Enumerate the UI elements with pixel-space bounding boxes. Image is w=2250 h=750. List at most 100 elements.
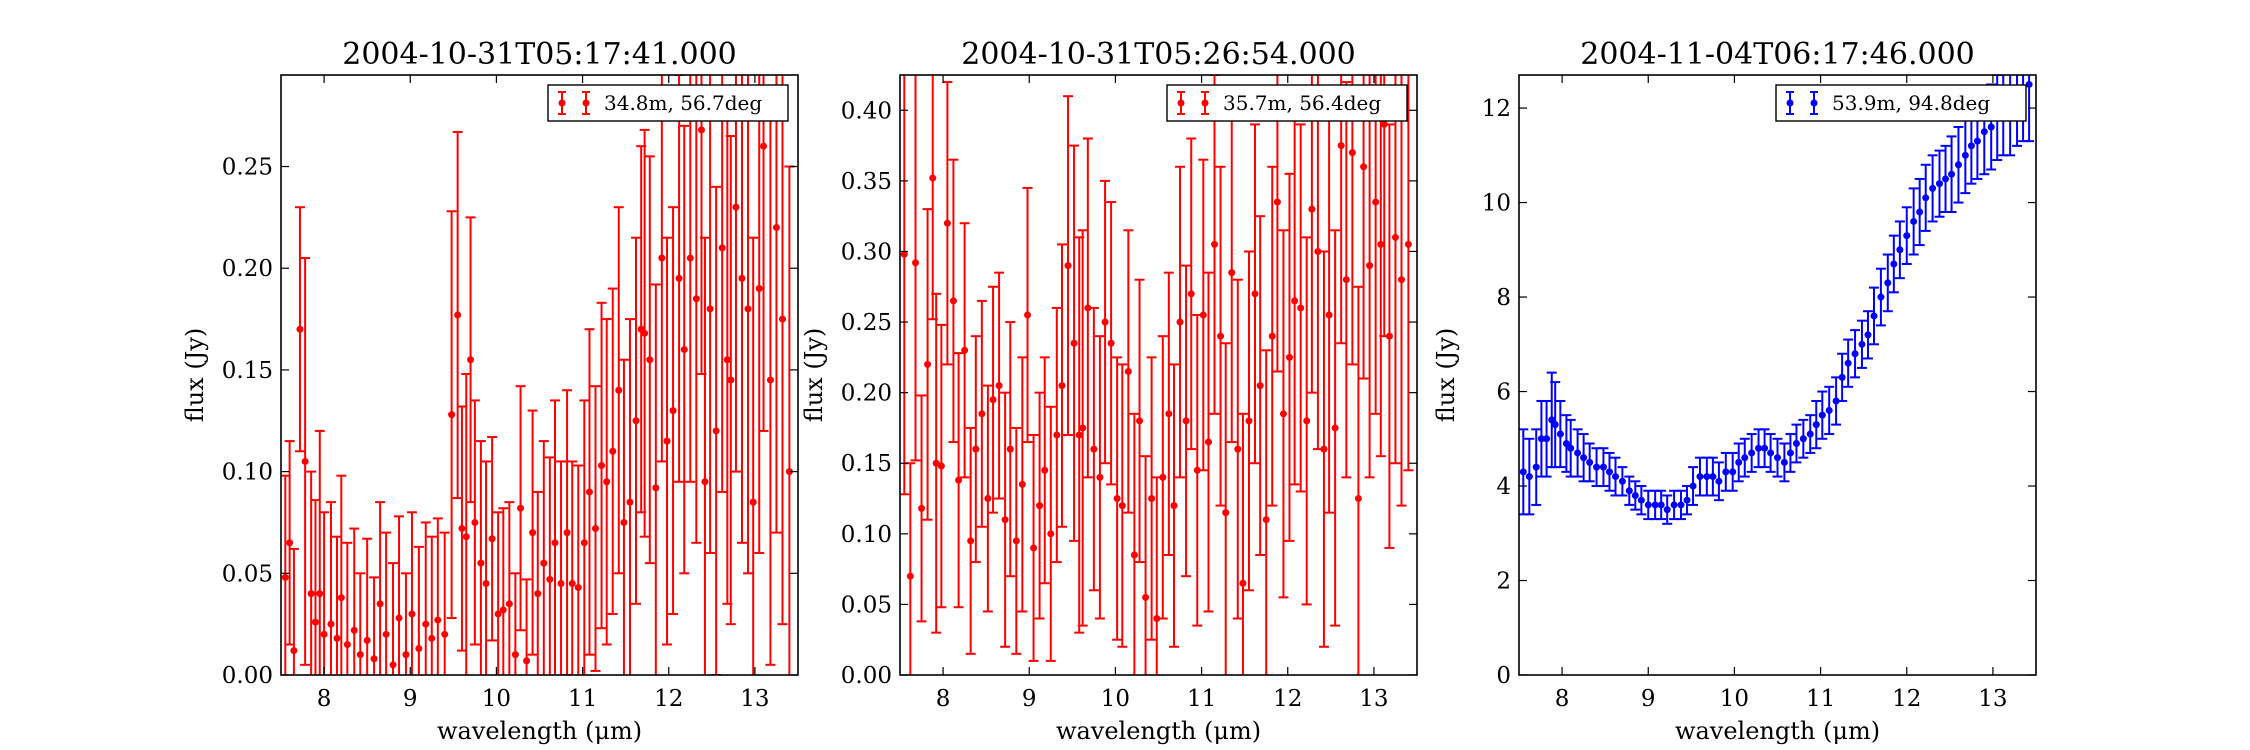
- data-point: [982, 384, 993, 613]
- y-tick-label: 12: [1482, 96, 1511, 122]
- data-marker: [494, 610, 502, 618]
- data-marker: [422, 620, 430, 628]
- data-marker: [680, 346, 688, 354]
- data-point: [1163, 271, 1174, 556]
- data-marker: [1397, 276, 1405, 284]
- data-point: [607, 287, 618, 615]
- data-marker: [585, 488, 593, 496]
- data-marker: [723, 356, 731, 364]
- data-point: [596, 301, 607, 630]
- data-point: [1805, 414, 1816, 454]
- data-marker: [1006, 445, 1014, 453]
- data-point: [1675, 489, 1686, 521]
- data-point: [1817, 390, 1828, 440]
- data-marker: [989, 396, 997, 404]
- y-tick-label: 0.35: [841, 169, 892, 195]
- data-marker: [598, 462, 606, 470]
- data-point: [1541, 399, 1552, 478]
- data-point: [1379, 75, 1390, 338]
- data-marker: [609, 447, 617, 455]
- data-marker: [1780, 458, 1788, 466]
- data-point: [1662, 494, 1673, 525]
- data-point: [1129, 412, 1140, 675]
- data-point: [1656, 489, 1667, 521]
- data-marker: [1774, 454, 1781, 462]
- data-point: [1295, 123, 1306, 493]
- data-point: [1953, 125, 1964, 204]
- data-marker: [286, 539, 294, 547]
- data-marker: [592, 525, 600, 533]
- data-point: [504, 501, 515, 675]
- data-marker: [1262, 516, 1270, 524]
- data-point: [1358, 75, 1369, 380]
- data-marker: [296, 325, 304, 333]
- data-point: [1572, 428, 1583, 478]
- data-point: [1261, 349, 1272, 675]
- data-marker: [961, 346, 969, 354]
- legend: 53.9m, 94.8deg: [1775, 84, 2027, 122]
- data-point: [362, 537, 373, 675]
- data-marker: [697, 126, 705, 134]
- data-marker: [1748, 449, 1756, 457]
- data-marker: [732, 203, 740, 211]
- y-tick-label: 4: [1496, 474, 1511, 500]
- data-point: [1785, 433, 1796, 473]
- data-marker: [1519, 468, 1527, 476]
- data-marker: [1832, 397, 1840, 405]
- data-marker: [669, 407, 677, 415]
- data-point: [1688, 466, 1699, 506]
- data-point: [1524, 437, 1535, 516]
- y-tick-label: 0.40: [841, 98, 892, 124]
- data-marker: [744, 305, 752, 313]
- data-point: [1617, 466, 1628, 497]
- data-marker: [658, 254, 666, 262]
- x-tick-label: 12: [654, 686, 683, 712]
- data-point: [1181, 264, 1192, 578]
- data-point: [319, 511, 330, 675]
- data-marker: [1722, 468, 1730, 476]
- data-marker: [978, 410, 986, 418]
- y-tick-label: 0.05: [222, 561, 273, 587]
- data-marker: [1024, 311, 1032, 319]
- legend-marker: [1177, 99, 1185, 107]
- data-marker: [1663, 506, 1671, 514]
- x-tick-label: 9: [1022, 686, 1037, 712]
- data-marker: [408, 610, 416, 618]
- data-marker: [434, 616, 442, 624]
- data-point: [527, 409, 538, 656]
- data-marker: [1574, 449, 1582, 457]
- data-marker: [738, 274, 746, 282]
- x-tick-label: 11: [568, 686, 597, 712]
- data-marker: [1325, 311, 1333, 319]
- data-point: [922, 208, 933, 521]
- data-marker: [1001, 516, 1009, 524]
- data-marker: [1877, 293, 1885, 301]
- data-point: [1330, 229, 1341, 627]
- data-marker: [1234, 445, 1242, 453]
- data-marker: [534, 590, 542, 598]
- data-marker: [686, 254, 694, 262]
- data-marker: [912, 259, 920, 267]
- data-point: [1882, 253, 1893, 313]
- data-point: [306, 470, 317, 675]
- data-marker: [1586, 458, 1594, 466]
- data-marker: [1041, 466, 1049, 474]
- data-point: [1946, 135, 1957, 214]
- data-marker: [652, 484, 660, 492]
- data-point: [1011, 426, 1022, 655]
- data-marker: [1851, 350, 1859, 358]
- x-tick-label: 8: [317, 686, 332, 712]
- legend: 35.7m, 56.4deg: [1166, 84, 1408, 122]
- x-tick-label: 13: [740, 686, 769, 712]
- data-point: [432, 517, 443, 675]
- data-point: [1267, 165, 1278, 507]
- data-point: [1578, 433, 1589, 483]
- data-marker: [692, 295, 700, 303]
- data-point: [931, 292, 942, 634]
- data-marker: [1279, 410, 1287, 418]
- data-point: [562, 389, 573, 675]
- data-marker: [675, 274, 683, 282]
- data-point: [662, 236, 673, 646]
- data-point: [1384, 123, 1395, 549]
- data-point: [498, 507, 509, 675]
